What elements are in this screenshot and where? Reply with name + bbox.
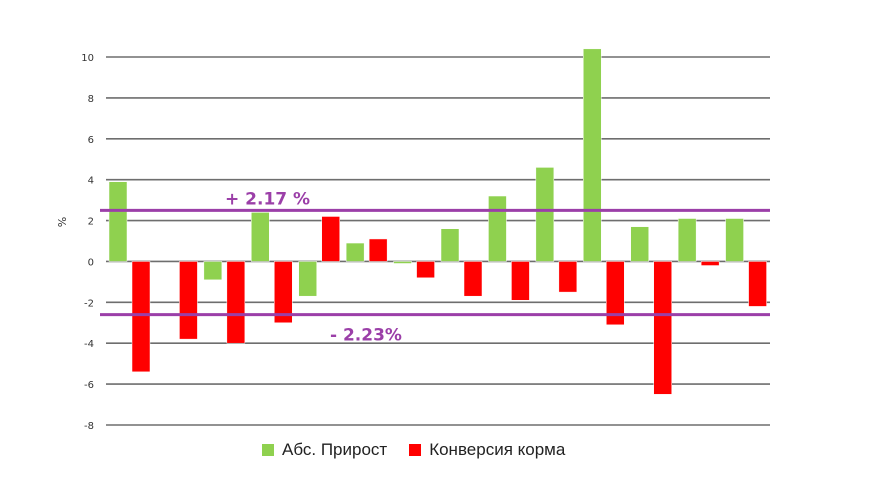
- reference-line-label: + 2.17 %: [225, 189, 310, 209]
- bar-feed-conversion: [321, 216, 340, 262]
- bar-abs-growth: [583, 48, 602, 262]
- bar-abs-growth: [677, 218, 697, 262]
- y-axis-label: %: [56, 217, 69, 227]
- bar-feed-conversion: [748, 261, 767, 307]
- legend-swatch-red: [409, 444, 422, 456]
- y-axis-ticks: 10 8 6 4 2 0 -2 -4 -6 -8: [81, 53, 94, 432]
- legend-item-abs-growth: Абс. Прирост: [262, 440, 387, 460]
- y-tick-label: 8: [88, 94, 94, 105]
- bar-abs-growth: [725, 218, 744, 262]
- legend-label-feed-conversion: Конверсия корма: [429, 440, 566, 459]
- legend-swatch-green: [262, 444, 274, 456]
- y-tick-label: -6: [84, 380, 94, 391]
- legend-label-abs-growth: Абс. Прирост: [282, 440, 388, 459]
- bar-feed-conversion: [274, 261, 293, 324]
- bar-feed-conversion: [558, 261, 578, 293]
- y-tick-label: 10: [81, 53, 94, 64]
- bar-feed-conversion: [416, 261, 435, 279]
- bar-feed-conversion: [511, 261, 530, 301]
- bar-feed-conversion: [131, 261, 151, 373]
- bar-feed-conversion: [606, 261, 625, 326]
- bar-abs-growth: [251, 212, 270, 262]
- y-tick-label: 2: [88, 217, 94, 228]
- reference-lines: + 2.17 % - 2.23%: [100, 189, 770, 346]
- bar-feed-conversion: [226, 261, 246, 344]
- y-tick-label: 4: [88, 176, 94, 187]
- legend: Абс. Прирост Конверсия корма: [262, 440, 565, 460]
- bar-feed-conversion: [179, 261, 198, 340]
- legend-item-feed-conversion: Конверсия корма: [409, 440, 565, 460]
- reference-line-label: - 2.23%: [330, 326, 402, 346]
- bar-abs-growth: [488, 195, 507, 262]
- y-tick-label: -8: [84, 421, 94, 432]
- bar-abs-growth: [535, 167, 555, 262]
- bar-abs-growth: [298, 261, 317, 297]
- bar-abs-growth: [345, 242, 365, 262]
- y-tick-label: -2: [84, 298, 94, 309]
- y-tick-label: -4: [84, 339, 94, 350]
- bar-feed-conversion: [700, 261, 720, 266]
- bar-abs-growth: [440, 228, 460, 262]
- bar-abs-growth: [393, 261, 412, 264]
- bar-feed-conversion: [368, 238, 388, 262]
- bar-feed-conversion: [653, 261, 672, 395]
- bar-abs-growth: [108, 181, 128, 262]
- bars: [108, 48, 767, 395]
- bar-feed-conversion: [463, 261, 483, 297]
- y-tick-label: 6: [88, 135, 94, 146]
- y-tick-label: 0: [88, 257, 94, 268]
- bar-abs-growth: [630, 226, 649, 262]
- bar-abs-growth: [203, 261, 223, 281]
